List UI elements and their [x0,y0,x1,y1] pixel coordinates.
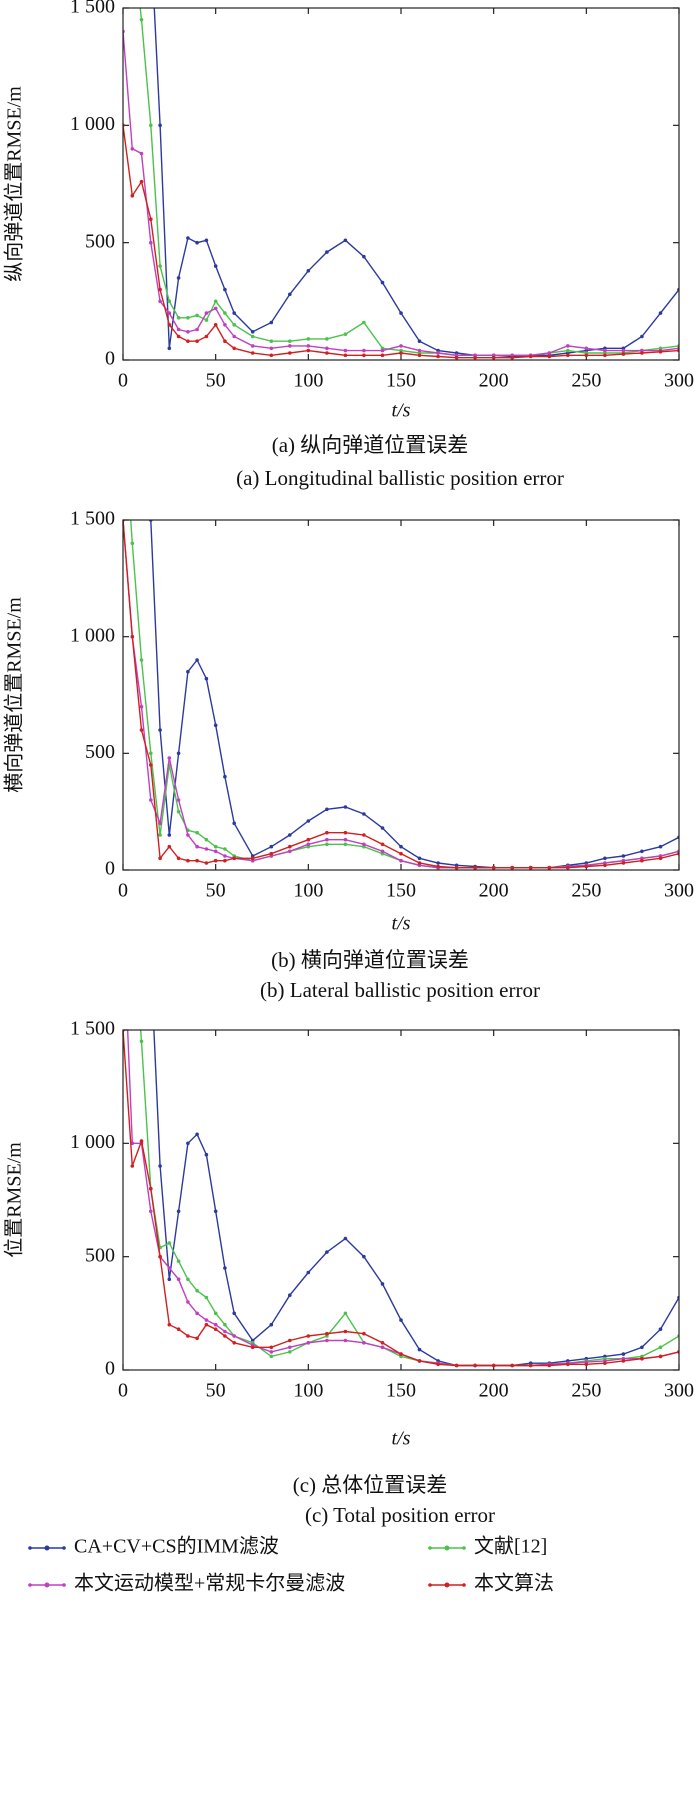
caption-cn: (b) 横向弹道位置误差 [271,948,469,972]
plot-lines [123,1030,679,1368]
y-tick-label: 500 [85,230,115,252]
x-axis-label: t/s [392,913,411,935]
x-axis-label: t/s [392,1428,411,1450]
y-tick-label: 500 [85,741,115,763]
x-tick-label: 150 [386,880,416,902]
legend-dot [44,1582,50,1588]
x-tick-label: 200 [479,880,509,902]
x-tick-label: 200 [479,370,509,392]
caption-cn: (a) 纵向弹道位置误差 [272,433,469,457]
x-axis-label: t/s [392,400,411,422]
x-tick-label: 300 [664,370,694,392]
y-tick-label: 0 [105,858,115,880]
series-line [123,8,679,358]
x-tick-label: 200 [479,1380,509,1402]
x-tick-label: 50 [206,880,226,902]
legend-label: 本文运动模型+常规卡尔曼滤波 [74,1572,345,1595]
series-line [123,1030,679,1368]
x-tick-label: 250 [571,370,601,392]
series-line [123,520,679,870]
series-line [123,520,679,870]
caption-en: (c) Total position error [305,1503,495,1527]
plot-lines [123,520,679,870]
plot-frame [122,519,680,871]
x-tick-label: 100 [293,880,323,902]
legend-dot [44,1545,50,1551]
caption-en: (b) Lateral ballistic position error [260,978,540,1002]
y-axis-label: 位置RMSE/m [3,1142,26,1258]
legend-label: 文献[12] [474,1535,547,1558]
x-tick-label: 150 [386,370,416,392]
y-tick-label: 0 [105,348,115,370]
x-tick-label: 0 [118,1380,128,1402]
y-tick-label: 1 000 [70,1131,115,1153]
series-line [123,520,679,870]
y-tick-label: 1 000 [70,113,115,135]
series-line [123,29,679,358]
caption-cn: (c) 总体位置误差 [293,1473,448,1497]
y-axis-label: 纵向弹道位置RMSE/m [3,86,26,282]
x-tick-label: 250 [571,1380,601,1402]
y-tick-label: 1 500 [70,1018,115,1040]
series-line [123,1030,679,1368]
x-tick-label: 150 [386,1380,416,1402]
plot-frame [122,7,680,361]
legend-label: CA+CV+CS的IMM滤波 [74,1535,279,1558]
legend-dot [444,1545,450,1551]
x-tick-label: 100 [293,370,323,392]
y-tick-label: 1 000 [70,624,115,646]
plot-frame [122,1029,680,1371]
legend-dot [444,1582,450,1588]
y-tick-label: 1 500 [70,508,115,530]
x-tick-label: 250 [571,880,601,902]
y-tick-label: 500 [85,1244,115,1266]
x-tick-label: 300 [664,880,694,902]
x-tick-label: 50 [206,370,226,392]
y-tick-label: 1 500 [70,0,115,18]
x-tick-label: 50 [206,1380,226,1402]
series-line [123,8,679,359]
caption-en: (a) Longitudinal ballistic position erro… [236,466,564,490]
plot-lines [123,8,679,360]
legend-label: 本文算法 [474,1572,554,1595]
series-line [123,123,679,360]
x-tick-label: 0 [118,880,128,902]
y-axis-label: 横向弹道位置RMSE/m [3,597,26,793]
x-tick-label: 300 [664,1380,694,1402]
y-tick-label: 0 [105,1358,115,1380]
x-tick-label: 0 [118,370,128,392]
x-tick-label: 100 [293,1380,323,1402]
